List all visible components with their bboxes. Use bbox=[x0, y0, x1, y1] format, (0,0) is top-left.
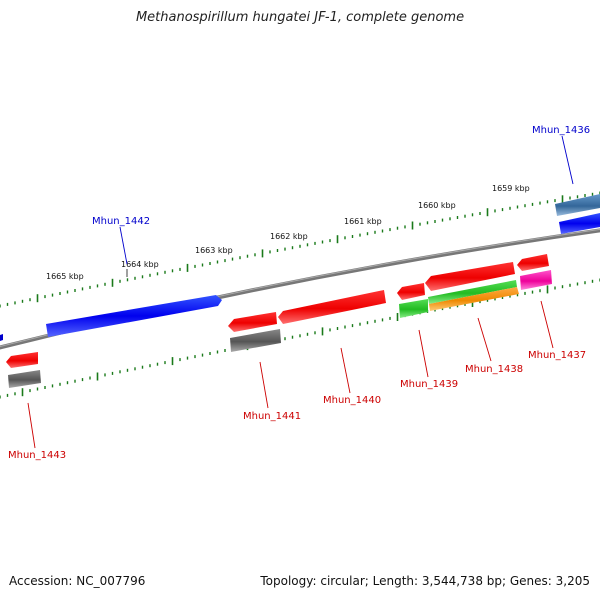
gene-arrow-mhun-1439[interactable] bbox=[397, 283, 425, 300]
scale-label: 1659 kbp bbox=[492, 184, 530, 193]
upper-scale-ring bbox=[0, 191, 600, 308]
gene-arrow-mhun-1441[interactable] bbox=[228, 312, 277, 332]
lower-scale-ring bbox=[0, 278, 600, 399]
gene-label-mhun-1439[interactable]: Mhun_1439 bbox=[400, 379, 458, 390]
gene-labels: Mhun_1436 Mhun_1437 Mhun_1438 Mhun_1439 … bbox=[8, 125, 590, 461]
scale-label: 1663 kbp bbox=[195, 246, 233, 255]
gene-label-mhun-1441[interactable]: Mhun_1441 bbox=[243, 411, 301, 422]
gene-arrow-mhun-1442[interactable] bbox=[46, 295, 222, 337]
gene-arrow-left-partial[interactable] bbox=[0, 334, 3, 341]
gene-arrow-mhun-1436[interactable] bbox=[559, 213, 600, 234]
gene-label-mhun-1442[interactable]: Mhun_1442 bbox=[92, 216, 150, 227]
scale-label: 1662 kbp bbox=[270, 232, 308, 241]
gene-arrow-mhun-1438-cds-a[interactable] bbox=[428, 280, 517, 304]
label-leaders bbox=[27, 135, 574, 449]
gene-arrow-mhun-1443-cds[interactable] bbox=[8, 370, 41, 388]
gene-label-mhun-1438[interactable]: Mhun_1438 bbox=[465, 364, 523, 375]
gene-arrow-mhun-1438-cds-b[interactable] bbox=[429, 287, 519, 311]
forward-genes bbox=[46, 194, 600, 337]
map-title: Methanospirillum hungatei JF-1, complete… bbox=[135, 10, 465, 25]
gene-arrow-mhun-1437-cds[interactable] bbox=[520, 270, 552, 290]
gene-arrow-mhun-1443[interactable] bbox=[6, 352, 38, 368]
gene-arrow-mhun-1438[interactable] bbox=[425, 262, 515, 291]
accession-text: Accession: NC_007796 bbox=[9, 574, 146, 588]
gene-arrow-mhun-1441-cds[interactable] bbox=[230, 329, 281, 352]
gene-label-mhun-1436[interactable]: Mhun_1436 bbox=[532, 125, 590, 136]
gene-label-mhun-1437[interactable]: Mhun_1437 bbox=[528, 350, 586, 361]
gene-arrow-mhun-1439-cds[interactable] bbox=[399, 299, 428, 318]
gene-arrow-mhun-1436-upper[interactable] bbox=[555, 194, 600, 216]
genome-summary-text: Topology: circular; Length: 3,544,738 bp… bbox=[260, 574, 590, 588]
gene-arrow-mhun-1440[interactable] bbox=[278, 290, 386, 324]
scale-label: 1661 kbp bbox=[344, 217, 382, 226]
scale-labels: 1665 kbp 1664 kbp 1663 kbp 1662 kbp 1661… bbox=[46, 184, 530, 281]
gene-label-mhun-1443[interactable]: Mhun_1443 bbox=[8, 450, 66, 461]
gene-label-mhun-1440[interactable]: Mhun_1440 bbox=[323, 395, 381, 406]
scale-label: 1665 kbp bbox=[46, 272, 84, 281]
reverse-genes bbox=[0, 254, 552, 388]
gene-arrow-mhun-1437[interactable] bbox=[517, 254, 549, 271]
scale-label: 1664 kbp bbox=[121, 260, 159, 269]
scale-label: 1660 kbp bbox=[418, 201, 456, 210]
